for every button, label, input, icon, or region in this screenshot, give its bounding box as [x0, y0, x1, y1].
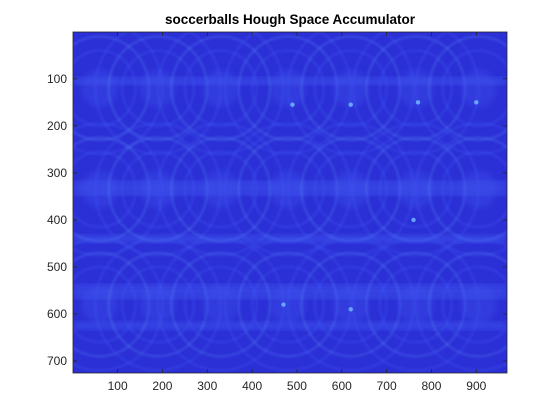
peak-spot-1 — [348, 102, 353, 107]
accumulator-ring-42 — [73, 266, 137, 343]
ball-center-glow — [202, 69, 239, 108]
band-6 — [73, 321, 507, 330]
y-tick-label: 600 — [47, 307, 67, 321]
ball-center-glow — [81, 69, 118, 108]
x-tick-label: 500 — [287, 379, 307, 393]
accumulator-ring-60 — [441, 266, 507, 343]
accumulator-ring-12 — [314, 49, 388, 127]
peak-spot-3 — [415, 100, 421, 105]
accumulator-ring-0 — [73, 49, 137, 127]
accumulator-ring-9 — [251, 49, 325, 127]
ball-center-glow — [81, 170, 118, 209]
peak-spot-0 — [290, 102, 295, 107]
y-tick-label: 200 — [47, 119, 67, 133]
accumulator-ring-28 — [170, 137, 271, 242]
accumulator-ring-40 — [428, 137, 507, 242]
accumulator-ring-3 — [121, 49, 195, 127]
ball-center-glow — [81, 285, 118, 324]
accumulator-ring-20 — [414, 32, 507, 155]
ball-center-glow — [460, 69, 497, 108]
accumulator-ring-30 — [251, 150, 325, 228]
accumulator-ring-61 — [428, 252, 507, 357]
accumulator-ring-7 — [170, 35, 271, 141]
accumulator-ring-54 — [314, 266, 388, 343]
ball-center-glow — [332, 285, 369, 324]
y-axis: 100 200 300 400 500 600 700 — [47, 72, 507, 368]
accumulator-ring-6 — [184, 49, 258, 127]
accumulator-ring-36 — [379, 150, 453, 228]
accumulator-ring-41 — [414, 122, 507, 256]
ball-center-glow — [460, 285, 497, 324]
y-tick-label: 500 — [47, 260, 67, 274]
ball-center-glow — [332, 170, 369, 209]
accumulator-ring-15 — [379, 49, 453, 127]
peak-spot-2 — [474, 100, 479, 105]
ball-center-glow — [202, 285, 239, 324]
x-axis: 100 200 300 400 500 600 700 800 900 — [108, 32, 487, 393]
ball-center-glow — [460, 170, 497, 209]
accumulator-ring-49 — [170, 252, 271, 357]
accumulator-ring-39 — [441, 150, 507, 228]
x-tick-label: 700 — [377, 379, 397, 393]
x-tick-label: 100 — [108, 379, 128, 393]
accumulator-ring-51 — [251, 266, 325, 343]
accumulator-ring-45 — [121, 266, 195, 343]
accumulator-ring-21 — [73, 150, 137, 228]
y-tick-label: 100 — [47, 72, 67, 86]
accumulator-ring-48 — [184, 266, 258, 343]
accumulator-ring-62 — [414, 237, 507, 372]
accumulator-ring-57 — [379, 266, 453, 343]
accumulator-ring-27 — [184, 150, 258, 228]
plot-frame — [72, 31, 508, 374]
x-tick-label: 300 — [197, 379, 217, 393]
ball-center-glow — [202, 170, 239, 209]
x-tick-label: 200 — [152, 379, 172, 393]
chart-title: soccerballs Hough Space Accumulator — [165, 12, 416, 27]
accumulator-ring-24 — [121, 150, 195, 228]
ball-center-glow — [332, 69, 369, 108]
x-tick-label: 400 — [242, 379, 262, 393]
accumulator-ring-33 — [314, 150, 388, 228]
peak-spot-6 — [411, 217, 416, 223]
x-tick-label: 600 — [332, 379, 352, 393]
peak-spot-4 — [281, 302, 286, 307]
y-tick-label: 300 — [47, 166, 67, 180]
y-tick-label: 700 — [47, 354, 67, 368]
accumulator-ring-18 — [441, 49, 507, 127]
accumulator-ring-19 — [428, 35, 507, 141]
x-tick-label: 800 — [421, 379, 441, 393]
heatmap-image — [73, 32, 507, 373]
peak-spot-5 — [348, 307, 353, 312]
y-tick-label: 400 — [47, 213, 67, 227]
x-tick-label: 900 — [466, 379, 486, 393]
